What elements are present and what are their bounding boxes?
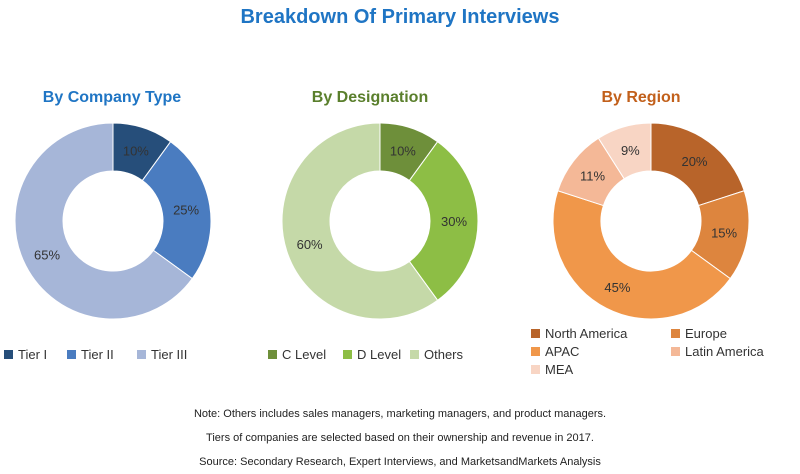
region-slice-mea [597,122,652,180]
legend-label: C Level [282,347,327,362]
legend-label: Tier III [151,347,188,362]
footnotes: Note: Others includes sales managers, ma… [0,402,800,474]
legend-label: D Level [357,347,402,362]
region-label-north-america: 20% [681,154,707,169]
legend-item-north-america: North America [531,326,627,341]
legend-swatch [67,350,76,359]
note-tiers: Tiers of companies are selected based on… [206,432,594,444]
legend-swatch [671,329,680,338]
company-type-label-tier-ii: 25% [173,202,199,217]
legend-label: APAC [545,344,580,359]
region-label-mea: 9% [621,143,640,158]
note-others: Note: Others includes sales managers, ma… [193,408,607,420]
legend-item-tier-iii: Tier III [137,347,187,362]
designation-slice-others [281,122,439,320]
legend-label: MEA [545,362,574,377]
legend-item-d-level: D Level [343,347,401,362]
region-label-latin-america: 11% [580,169,605,184]
company-type-label-tier-iii: 65% [34,248,60,263]
legend-item-tier-ii: Tier II [67,347,114,362]
legend-swatch [531,347,540,356]
legend-label: Europe [685,326,727,341]
legend-swatch [137,350,146,359]
legend-swatch [531,329,540,338]
legend-label: North America [545,326,628,341]
legend-item-others: Others [410,347,463,362]
legend-label: Latin America [685,344,764,359]
legend-swatch [410,350,419,359]
legend-swatch [343,350,352,359]
company-type-slice-tier-iii [14,122,193,320]
legend-label: Tier II [81,347,114,362]
legend-item-tier-i: Tier I [4,347,47,362]
company-type-slice-tier-ii [141,141,212,280]
legend-item-latin-america: Latin America [671,344,764,359]
designation-slice-d-level [408,141,479,301]
legend-item-c-level: C Level [268,347,326,362]
designation-label-others: 60% [297,237,323,252]
legend-item-mea: MEA [531,362,573,377]
region-label-apac: 45% [604,280,630,295]
chart-title-designation: By Designation [311,89,429,106]
legend-swatch [671,347,680,356]
chart-title-region: By Region [601,89,681,106]
legend-label: Tier I [18,347,48,362]
designation-label-c-level: 10% [390,144,416,159]
chart-title-company-type: By Company Type [42,89,182,106]
page-title: Breakdown Of Primary Interviews [240,6,560,28]
company-type-label-tier-i: 10% [123,144,149,159]
legend-item-europe: Europe [671,326,727,341]
legend-swatch [4,350,13,359]
region-label-europe: 15% [711,226,737,241]
note-source: Source: Secondary Research, Expert Inter… [199,456,601,468]
designation-label-d-level: 30% [441,214,467,229]
legend-label: Others [424,347,464,362]
legend-item-apac: APAC [531,344,579,359]
region-slice-apac [552,190,731,320]
legend-swatch [531,365,540,374]
legend-swatch [268,350,277,359]
